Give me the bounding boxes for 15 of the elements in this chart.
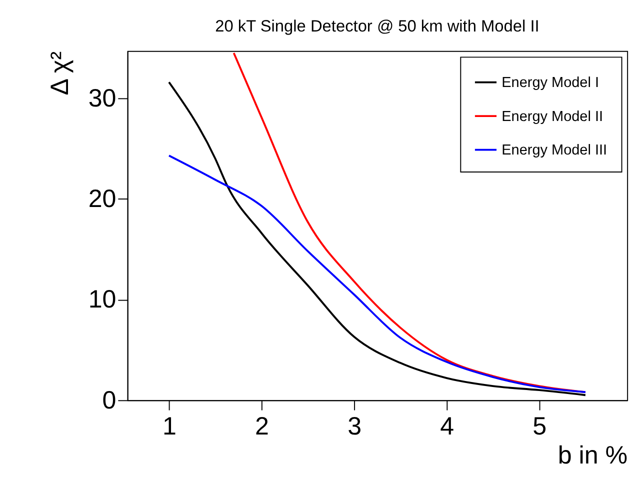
legend-label: Energy Model II: [502, 108, 603, 125]
x-tick-label: 3: [348, 412, 362, 440]
y-tick-label: 30: [88, 84, 116, 112]
x-tick-label: 4: [440, 412, 454, 440]
x-tick-label: 5: [532, 412, 547, 440]
x-axis-title: b in %: [558, 441, 628, 470]
y-axis-title: Δ χ²: [46, 51, 74, 96]
y-tick-label: 10: [88, 286, 116, 314]
legend-label: Energy Model III: [502, 142, 608, 159]
y-tick-label: 0: [102, 386, 116, 414]
y-tick-label: 20: [88, 185, 116, 214]
legend-label: Energy Model I: [502, 75, 599, 92]
x-tick-label: 2: [255, 412, 269, 440]
x-tick-label: 1: [162, 412, 176, 440]
chart-title: 20 kT Single Detector @ 50 km with Model II: [215, 18, 540, 36]
